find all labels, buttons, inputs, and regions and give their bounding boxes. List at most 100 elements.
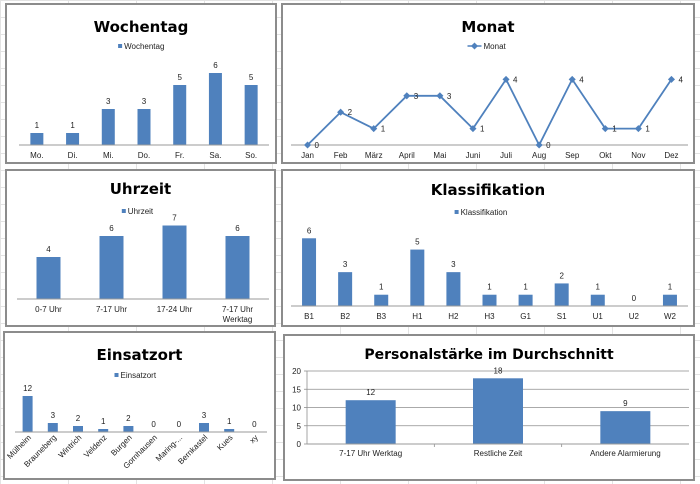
- x-tick-label: Wintrich: [57, 433, 84, 460]
- data-point: [403, 92, 411, 100]
- chart-panel-klassifikation[interactable]: Klassifikation Klassifikation 6 B1 3 B2 1 B3 5 H1…: [281, 169, 695, 327]
- chart-panel-monat[interactable]: Monat Monat 0 Jan 2 Feb 1 März 3 April 3 Mai 1 Juni 4 J…: [281, 3, 695, 164]
- bar: [73, 426, 83, 432]
- x-tick-label: Nov: [631, 151, 645, 160]
- x-tick-label: B3: [376, 312, 386, 321]
- data-label: 9: [623, 399, 628, 408]
- data-label: 2: [76, 414, 81, 423]
- bar: [518, 294, 533, 306]
- legend-swatch-icon: [454, 210, 459, 214]
- bar: [554, 283, 569, 306]
- bar: [302, 238, 317, 306]
- data-label: 2: [559, 271, 564, 280]
- x-tick-label: Juli: [500, 151, 512, 160]
- x-tick-label: U1: [593, 312, 604, 321]
- data-label: 6: [109, 224, 114, 233]
- x-tick-label: 7-17 Uhr: [96, 305, 127, 314]
- bar: [482, 294, 497, 306]
- x-tick-label: G1: [520, 312, 531, 321]
- bar: [47, 423, 58, 432]
- data-label: 4: [579, 75, 584, 84]
- legend-marker-icon: [470, 42, 479, 50]
- x-tick-label: Sep: [565, 151, 580, 160]
- chart-panel-wochentag[interactable]: Wochentag Wochentag 1 Mo. 1 Di. 3 Mi. 3 Do. 5 Fr. 6 S…: [5, 3, 277, 164]
- x-tick-label: April: [399, 151, 415, 160]
- data-point: [337, 108, 345, 116]
- data-label: 0: [177, 420, 182, 429]
- legend-label: Monat: [484, 42, 507, 51]
- data-label: 0: [315, 141, 320, 150]
- x-tick-label: 17-24 Uhr: [157, 305, 193, 314]
- bar: [30, 133, 44, 145]
- x-tick-label: W2: [664, 312, 677, 321]
- bar: [173, 85, 187, 145]
- x-tick-label: Do.: [138, 151, 150, 160]
- data-label: 1: [227, 417, 232, 426]
- data-label: 3: [202, 411, 207, 420]
- x-tick-label: Fr.: [175, 151, 184, 160]
- chart-panel-uhrzeit[interactable]: Uhrzeit Uhrzeit 4 0-7 Uhr 6 7-17 Uhr 7 17-24 Uh…: [5, 169, 276, 327]
- data-label: 3: [414, 92, 419, 101]
- data-label: 1: [487, 283, 492, 292]
- bar: [162, 225, 187, 299]
- x-tick-label: März: [365, 151, 383, 160]
- legend-swatch-icon: [114, 373, 119, 377]
- bar: [199, 423, 209, 432]
- bar: [224, 429, 235, 432]
- legend-label: Einsatzort: [121, 371, 157, 380]
- data-label: 12: [366, 388, 375, 397]
- x-tick-label: Okt: [599, 151, 612, 160]
- x-tick-label: Aug: [532, 151, 546, 160]
- bar: [600, 411, 651, 444]
- data-label: 1: [523, 283, 528, 292]
- x-tick-label: B2: [340, 312, 350, 321]
- x-tick-label: 7-17 Uhr Werktag: [339, 449, 402, 458]
- data-label: 3: [447, 92, 452, 101]
- bar: [590, 294, 605, 306]
- x-tick-label: So.: [245, 151, 257, 160]
- chart-wochentag: Wochentag Wochentag 1 Mo. 1 Di. 3 Mi. 3 Do. 5 Fr. 6 S…: [19, 18, 269, 160]
- chart-uhrzeit: Uhrzeit Uhrzeit 4 0-7 Uhr 6 7-17 Uhr 7 17-24 Uh…: [17, 180, 269, 324]
- x-tick-label: Mo.: [30, 151, 43, 160]
- data-label: 0: [546, 141, 551, 150]
- bar: [36, 257, 61, 299]
- series-line: [306, 77, 673, 147]
- bar: [410, 249, 425, 306]
- data-label: 3: [106, 97, 111, 106]
- legend-label: Klassifikation: [461, 208, 508, 217]
- data-label: 3: [343, 260, 348, 269]
- chart-panel-einsatzort[interactable]: Einsatzort Einsatzort 12 Mülheim 3 Brauneberg…: [3, 331, 276, 480]
- x-tick-label: Veldenz: [82, 433, 108, 459]
- bar: [446, 272, 461, 306]
- x-tick-label: B1: [304, 312, 314, 321]
- data-label: 1: [480, 125, 485, 134]
- data-label: 6: [213, 61, 218, 70]
- bar: [208, 73, 222, 145]
- data-label: 5: [415, 238, 420, 247]
- chart-klassifikation: Klassifikation Klassifikation 6 B1 3 B2 1 B3 5 H1…: [291, 181, 688, 321]
- y-tick-label: 15: [292, 385, 301, 394]
- x-tick-label: H2: [448, 312, 459, 321]
- data-point: [370, 125, 378, 133]
- bar: [22, 396, 33, 432]
- chart-title: Personalstärke im Durchschnitt: [364, 347, 614, 363]
- data-label: 0: [632, 294, 637, 303]
- x-tick-label: Andere Alarmierung: [590, 449, 661, 458]
- data-label: 0: [252, 420, 257, 429]
- data-label: 3: [142, 97, 147, 106]
- x-tick-label: Kues: [215, 433, 234, 452]
- data-label: 3: [51, 411, 56, 420]
- bar: [662, 294, 677, 306]
- x-tick-label: S1: [557, 312, 567, 321]
- data-label: 3: [451, 260, 456, 269]
- x-tick-label: Mi.: [103, 151, 114, 160]
- data-label: 18: [494, 366, 503, 375]
- y-tick-label: 10: [292, 404, 301, 413]
- bar: [338, 272, 353, 306]
- data-label: 7: [172, 214, 177, 223]
- bar: [244, 85, 258, 145]
- chart-panel-personal[interactable]: Personalstärke im Durchschnitt 0 5 10 15 20 12…: [283, 334, 695, 481]
- data-point: [634, 125, 642, 133]
- bar: [374, 294, 389, 306]
- x-tick-label: 7-17 Uhr: [222, 305, 253, 314]
